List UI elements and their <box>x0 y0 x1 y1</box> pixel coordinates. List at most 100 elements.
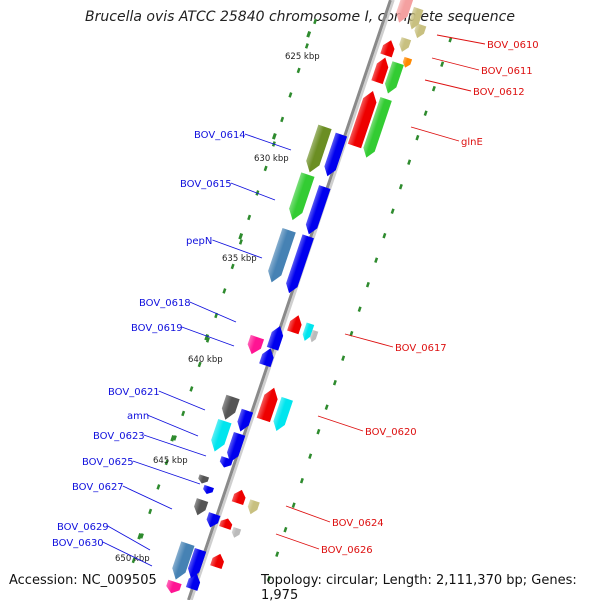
gene-arrow[interactable] <box>265 228 296 285</box>
gene-arrow[interactable] <box>218 456 233 469</box>
gene-arrow-shape[interactable] <box>401 56 413 69</box>
gene-arrow[interactable] <box>202 484 214 496</box>
gene-arrow-shape[interactable] <box>287 313 304 335</box>
gene-arrow-shape[interactable] <box>235 408 254 434</box>
gene-arrow-shape[interactable] <box>303 185 331 236</box>
gene-label-left[interactable]: BOV_0623 <box>93 431 145 442</box>
gene-label-right[interactable]: BOV_0620 <box>365 427 417 438</box>
gene-arrow[interactable] <box>309 329 319 343</box>
gene-arrow-shape[interactable] <box>205 512 221 529</box>
gene-arrow-shape[interactable] <box>407 6 424 31</box>
gene-arrow-shape[interactable] <box>169 541 195 581</box>
gene-arrow[interactable] <box>235 408 254 434</box>
gene-arrow[interactable] <box>219 517 234 530</box>
gene-arrow-shape[interactable] <box>245 334 265 357</box>
gene-arrow[interactable] <box>397 37 412 53</box>
gene-arrow[interactable] <box>192 498 209 517</box>
gene-arrow-shape[interactable] <box>256 385 281 423</box>
gene-label-left[interactable]: BOV_0618 <box>139 298 191 309</box>
gene-arrow[interactable] <box>259 346 276 368</box>
gene-label-right[interactable]: BOV_0610 <box>487 40 539 51</box>
gene-arrow-shape[interactable] <box>197 474 210 485</box>
gene-arrow[interactable] <box>361 97 392 160</box>
gene-label-left[interactable]: BOV_0625 <box>82 457 134 468</box>
gene-arrow-shape[interactable] <box>224 431 246 464</box>
gene-arrow-shape[interactable] <box>202 484 214 496</box>
gene-label-left[interactable]: BOV_0627 <box>72 482 124 493</box>
gene-arrow-shape[interactable] <box>192 498 209 517</box>
gene-arrow-shape[interactable] <box>393 0 415 25</box>
gene-label-left[interactable]: BOV_0629 <box>57 522 109 533</box>
gene-arrow-shape[interactable] <box>271 396 293 433</box>
gene-arrow[interactable] <box>287 313 304 335</box>
gene-arrow-shape[interactable] <box>165 579 182 596</box>
gene-arrow[interactable] <box>165 579 182 596</box>
gene-arrow[interactable] <box>412 23 427 39</box>
gene-arrow-shape[interactable] <box>185 572 202 591</box>
gene-arrow-shape[interactable] <box>301 322 315 342</box>
gene-arrow-shape[interactable] <box>266 324 286 351</box>
gene-arrow[interactable] <box>322 132 348 179</box>
gene-arrow[interactable] <box>271 396 293 433</box>
gene-arrow[interactable] <box>208 418 232 454</box>
gene-arrow[interactable] <box>185 572 202 591</box>
gene-arrow[interactable] <box>197 474 210 485</box>
gene-arrow-shape[interactable] <box>246 499 260 515</box>
gene-label-right[interactable]: BOV_0611 <box>481 66 533 77</box>
gene-arrow-shape[interactable] <box>371 56 391 85</box>
gene-arrow[interactable] <box>246 499 260 515</box>
gene-arrow[interactable] <box>347 89 380 149</box>
gene-arrow[interactable] <box>205 512 221 529</box>
gene-label-right[interactable]: BOV_0617 <box>395 343 447 354</box>
gene-label-left[interactable]: pepN <box>186 236 212 247</box>
gene-arrow[interactable] <box>401 56 413 69</box>
gene-arrow-shape[interactable] <box>309 329 319 343</box>
gene-arrow-shape[interactable] <box>185 547 207 580</box>
gene-arrow-shape[interactable] <box>303 124 332 175</box>
gene-arrow-shape[interactable] <box>412 23 427 39</box>
gene-arrow-shape[interactable] <box>382 61 404 95</box>
gene-label-left[interactable]: BOV_0619 <box>131 323 183 334</box>
gene-label-left[interactable]: BOV_0630 <box>52 538 104 549</box>
gene-arrow[interactable] <box>283 234 314 295</box>
gene-arrow[interactable] <box>301 322 315 342</box>
gene-arrow-shape[interactable] <box>231 488 248 506</box>
gene-arrow-shape[interactable] <box>208 418 232 454</box>
gene-arrow[interactable] <box>169 541 195 581</box>
gene-arrow-shape[interactable] <box>397 37 412 53</box>
gene-arrow[interactable] <box>303 124 332 175</box>
gene-arrow[interactable] <box>380 38 396 58</box>
gene-arrow-shape[interactable] <box>230 527 242 539</box>
gene-arrow[interactable] <box>231 488 248 506</box>
gene-arrow[interactable] <box>303 185 331 236</box>
gene-arrow[interactable] <box>266 324 286 351</box>
gene-arrow[interactable] <box>185 547 207 580</box>
gene-arrow[interactable] <box>286 172 315 222</box>
gene-arrow-shape[interactable] <box>259 346 276 368</box>
gene-arrow-shape[interactable] <box>219 517 234 530</box>
gene-label-left[interactable]: BOV_0615 <box>180 179 232 190</box>
gene-arrow-shape[interactable] <box>283 234 314 295</box>
gene-arrow-shape[interactable] <box>210 552 226 570</box>
gene-arrow-shape[interactable] <box>347 89 380 149</box>
gene-arrow-shape[interactable] <box>322 132 348 179</box>
gene-label-left[interactable]: BOV_0621 <box>108 387 160 398</box>
gene-arrow[interactable] <box>407 6 424 31</box>
gene-arrow[interactable] <box>256 385 281 423</box>
gene-arrow[interactable] <box>224 431 246 464</box>
gene-arrow-shape[interactable] <box>361 97 392 160</box>
gene-arrow-shape[interactable] <box>218 456 233 469</box>
gene-arrow[interactable] <box>210 552 226 570</box>
gene-label-left[interactable]: amn <box>127 411 149 422</box>
gene-arrow-shape[interactable] <box>380 38 396 58</box>
gene-arrow[interactable] <box>219 394 240 422</box>
gene-arrow[interactable] <box>230 527 242 539</box>
gene-label-right[interactable]: BOV_0612 <box>473 87 525 98</box>
gene-arrow[interactable] <box>382 61 404 95</box>
gene-label-right[interactable]: glnE <box>461 137 483 148</box>
gene-arrow[interactable] <box>245 334 265 357</box>
gene-arrow-shape[interactable] <box>286 172 315 222</box>
gene-arrow-shape[interactable] <box>265 228 296 285</box>
gene-label-left[interactable]: BOV_0614 <box>194 130 246 141</box>
gene-label-right[interactable]: BOV_0626 <box>321 545 373 556</box>
